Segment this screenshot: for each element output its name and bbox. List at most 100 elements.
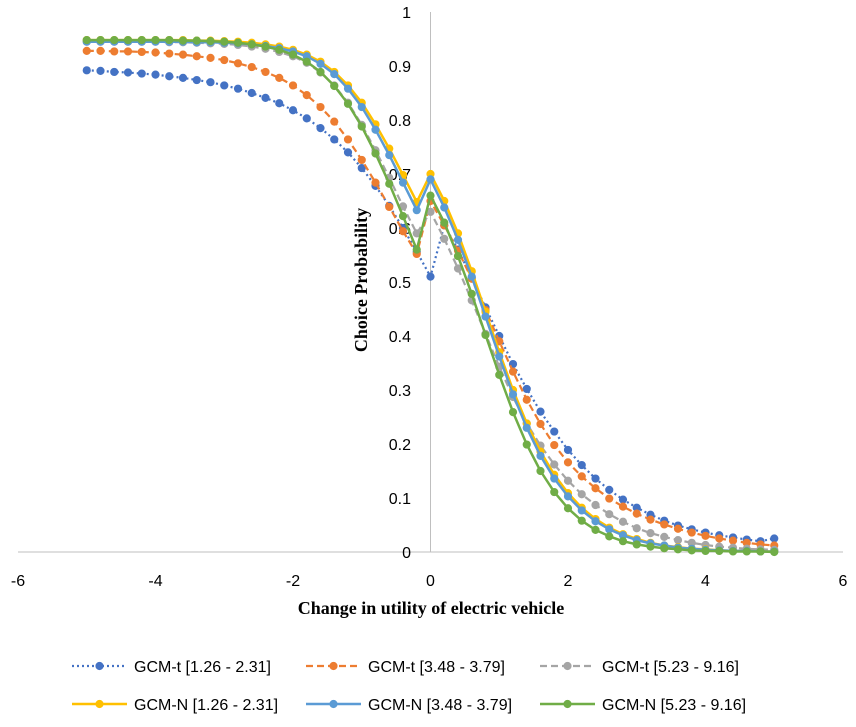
data-point [178, 36, 188, 45]
y-axis-title: Choice Probability [351, 208, 371, 352]
data-point [275, 45, 284, 54]
data-point [123, 35, 133, 45]
data-point [756, 547, 765, 556]
data-point [192, 52, 201, 61]
data-point [563, 445, 573, 455]
data-point [261, 67, 270, 77]
data-point [522, 423, 531, 432]
data-point [440, 218, 449, 227]
data-point [660, 532, 669, 541]
plot-area [82, 35, 779, 557]
data-point [508, 390, 518, 399]
legend-label: GCM-t [5.23 - 9.16] [602, 659, 739, 676]
data-point [302, 114, 311, 123]
y-tick-label: 0.5 [389, 275, 411, 292]
data-point [165, 35, 174, 45]
data-point [605, 525, 614, 534]
data-point [398, 178, 408, 187]
x-axis-title: Change in utility of electric vehicle [298, 598, 564, 618]
data-point [206, 78, 215, 87]
legend-item: GCM-N [1.26 - 2.31] [72, 697, 278, 714]
legend-marker [329, 661, 338, 671]
data-point [646, 529, 655, 538]
data-point [618, 517, 628, 526]
data-point [343, 148, 353, 157]
x-tick-label: -2 [286, 573, 300, 590]
data-point [728, 536, 738, 545]
data-point [453, 235, 463, 244]
legend-label: GCM-N [3.48 - 3.79] [368, 697, 512, 714]
y-tick-label: 0.3 [389, 383, 411, 400]
data-point [343, 135, 353, 144]
data-point [508, 408, 518, 417]
data-point [591, 525, 600, 534]
data-point [151, 70, 160, 79]
data-point [343, 84, 353, 93]
data-point [563, 504, 573, 513]
data-point [178, 50, 188, 59]
data-point [110, 47, 119, 56]
data-point [288, 106, 298, 115]
data-point [481, 312, 490, 321]
data-point [770, 534, 779, 543]
y-tick-label: 0.2 [389, 437, 411, 454]
data-point [275, 73, 284, 82]
data-point [371, 178, 380, 187]
data-point [357, 102, 366, 112]
legend: GCM-t [1.26 - 2.31] GCM-t [3.48 - 3.79] GC… [72, 659, 746, 714]
data-point [687, 528, 696, 537]
data-point [385, 202, 394, 212]
data-point [110, 35, 119, 45]
legend-item: GCM-t [3.48 - 3.79] [306, 659, 505, 676]
data-point [453, 251, 463, 261]
x-tick-label: 0 [426, 573, 435, 590]
legend-label: GCM-N [1.26 - 2.31] [134, 697, 278, 714]
data-point [82, 46, 91, 55]
data-point [660, 520, 669, 529]
data-point [632, 524, 641, 533]
data-point [536, 419, 545, 429]
legend-item: GCM-t [5.23 - 9.16] [540, 659, 739, 676]
data-point [550, 440, 559, 450]
data-point [577, 490, 586, 499]
legend-label: GCM-t [1.26 - 2.31] [134, 659, 271, 676]
data-point [151, 48, 160, 57]
data-point [701, 531, 710, 540]
data-point [605, 532, 614, 541]
data-point [577, 506, 586, 515]
x-tick-label: 6 [839, 573, 848, 590]
data-point [247, 40, 256, 49]
data-point [192, 75, 201, 85]
data-point [316, 59, 325, 68]
data-point [536, 466, 545, 476]
legend-item: GCM-N [5.23 - 9.16] [540, 697, 746, 714]
data-point [563, 476, 573, 485]
data-point [302, 57, 311, 66]
data-point [137, 47, 146, 57]
data-point [508, 367, 518, 376]
data-point [522, 395, 531, 404]
y-tick-label: 1 [402, 5, 411, 22]
data-point [412, 245, 421, 254]
y-tick-label: 0 [402, 545, 411, 562]
data-point [343, 99, 353, 108]
data-point [550, 427, 559, 436]
y-tick-label: 0.1 [389, 491, 411, 508]
data-point [770, 547, 779, 557]
legend-marker [95, 699, 104, 709]
data-point [426, 272, 435, 281]
data-point [577, 472, 586, 481]
data-point [728, 547, 738, 556]
x-tick-label: -6 [11, 573, 25, 590]
data-point [398, 212, 408, 221]
data-point [233, 59, 243, 68]
data-point [440, 234, 449, 243]
data-point [467, 289, 476, 298]
data-point [550, 487, 559, 497]
data-point [715, 534, 724, 543]
data-point [316, 102, 325, 112]
data-point [261, 93, 270, 102]
data-point [495, 370, 504, 379]
data-point [522, 440, 531, 449]
